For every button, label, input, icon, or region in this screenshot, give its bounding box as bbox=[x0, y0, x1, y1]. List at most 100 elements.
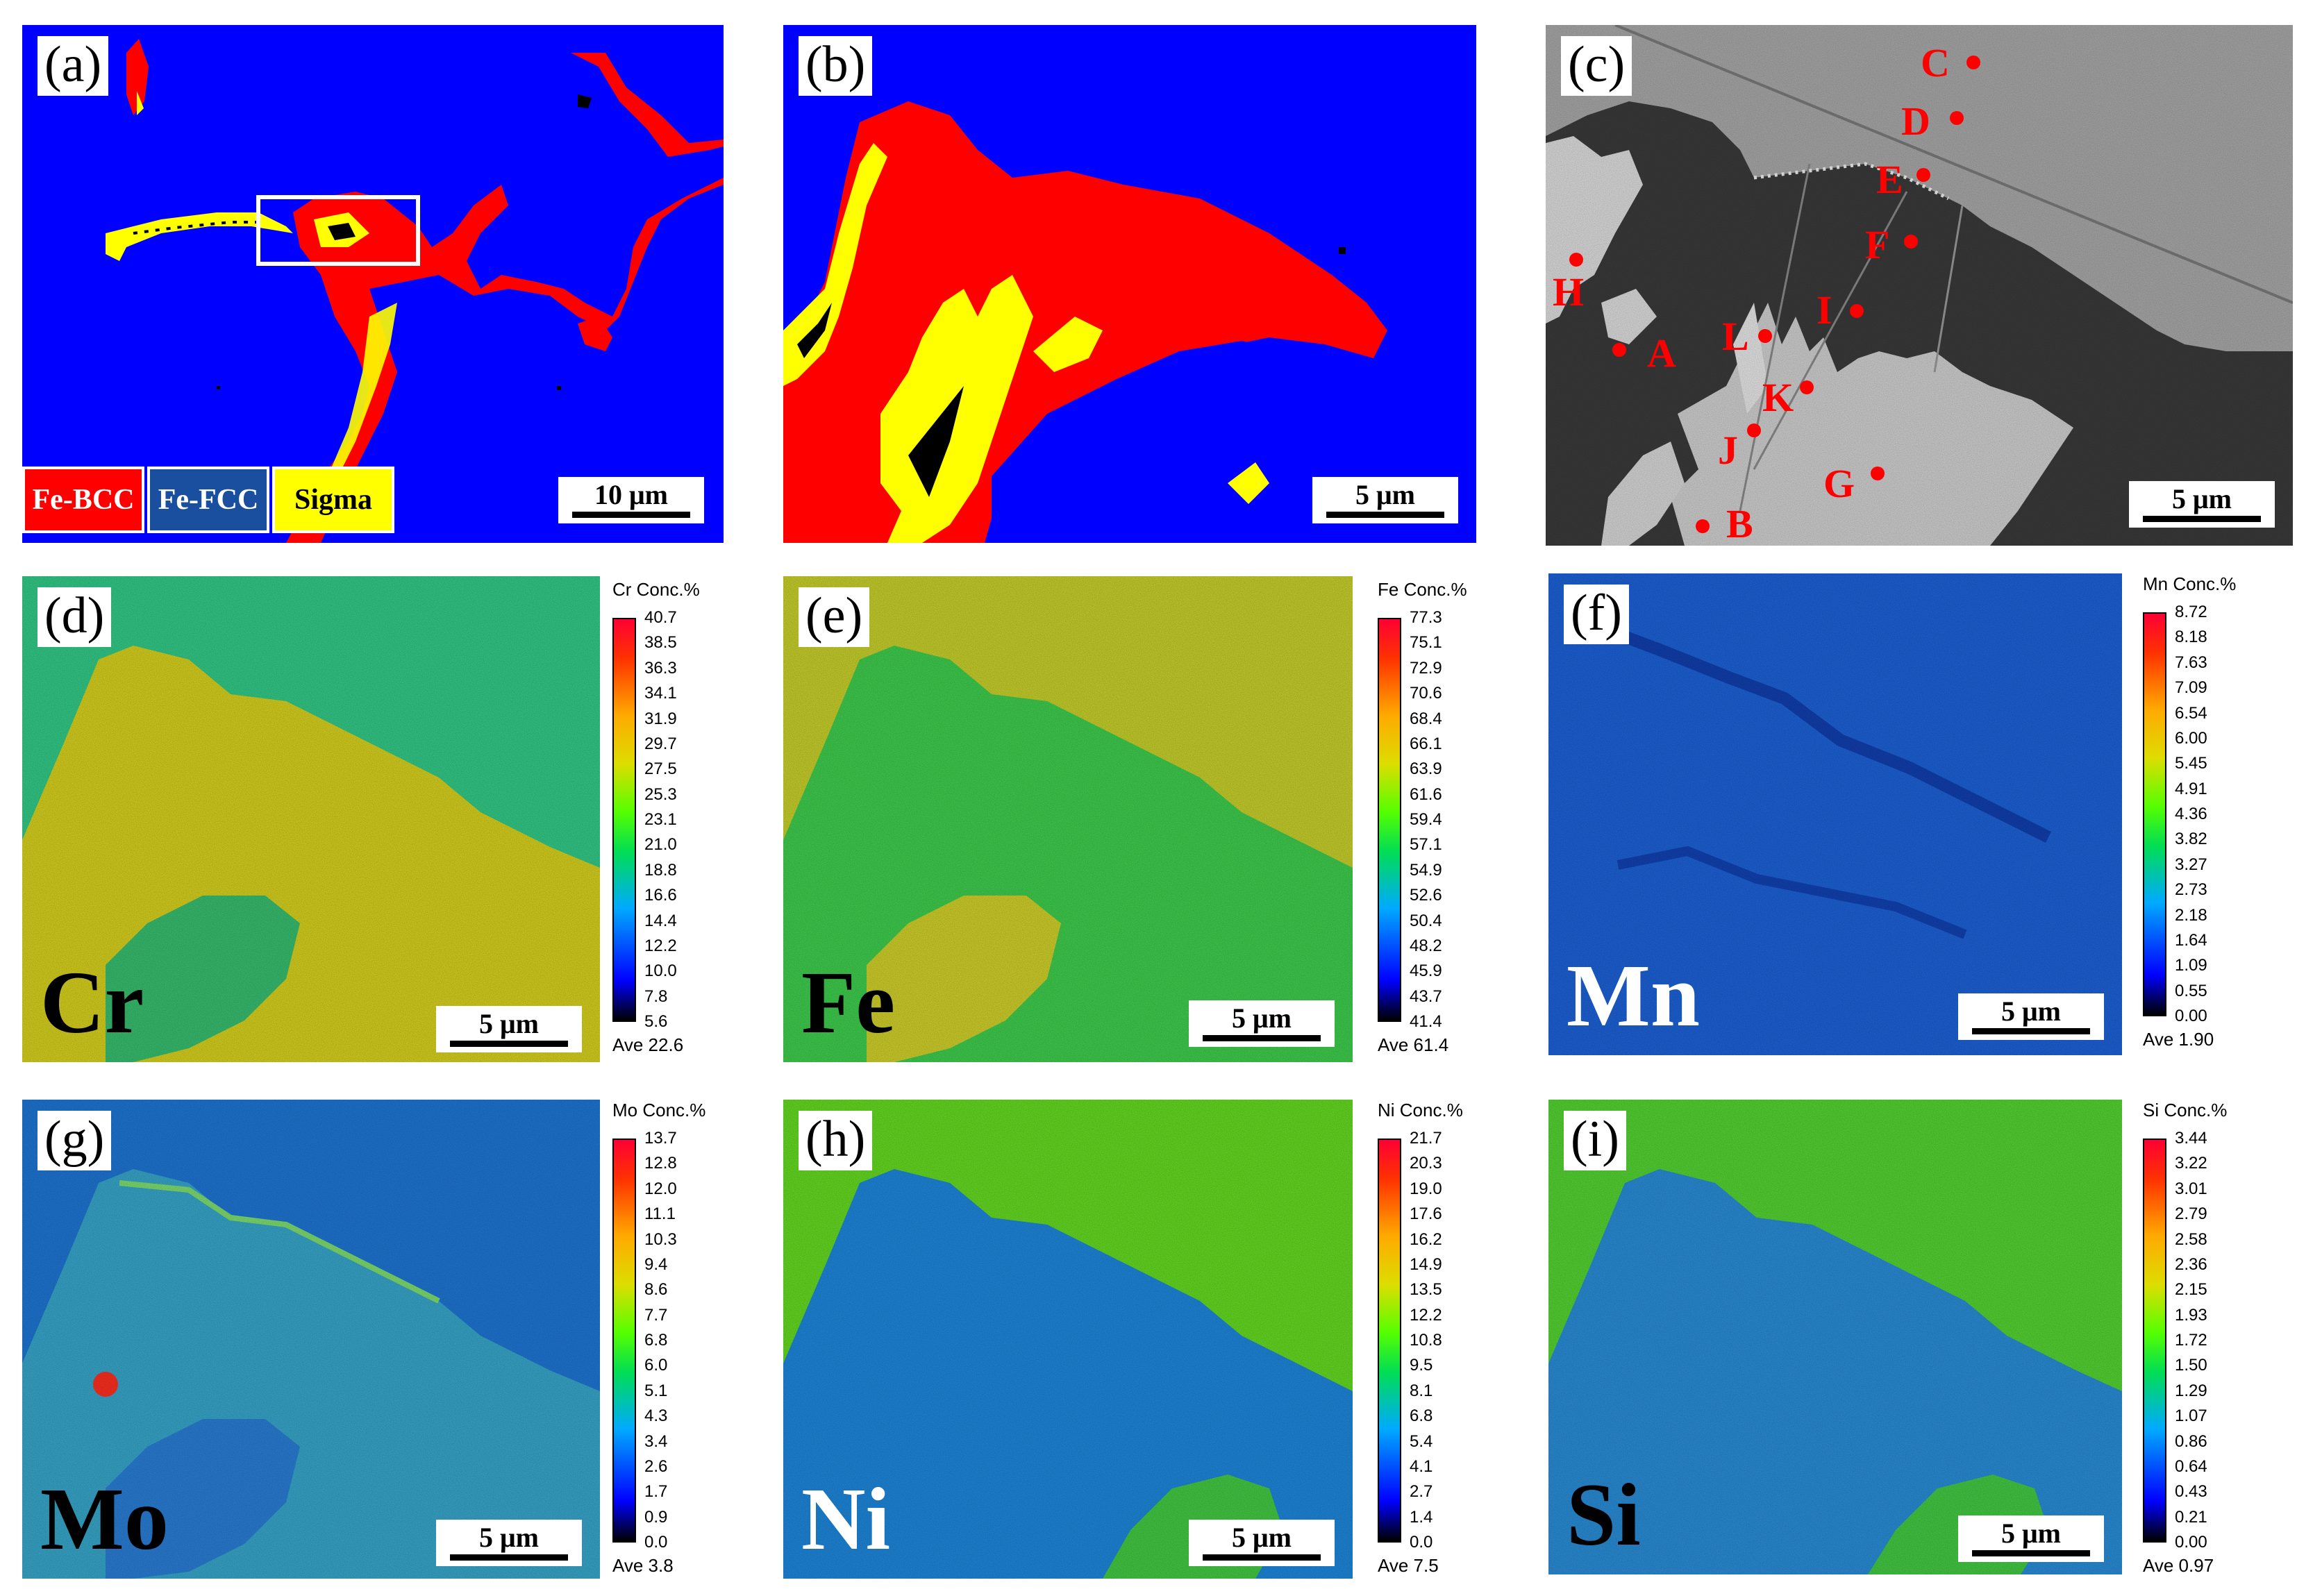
colorbar-tick-label: 9.4 bbox=[644, 1254, 668, 1274]
colorbar-tick-label: 45.9 bbox=[1410, 961, 1442, 981]
colorbar-tick-label: 7.7 bbox=[644, 1305, 668, 1325]
colorbar-title: Ni Conc.% bbox=[1378, 1100, 1463, 1120]
colorbar-tick-label: 34.1 bbox=[644, 684, 677, 703]
element-label: Fe bbox=[801, 953, 895, 1052]
scale-bar-text: 5 μm bbox=[2001, 996, 2061, 1027]
colorbar-tick-label: 6.8 bbox=[1410, 1406, 1433, 1426]
panel-d-cr-map: (d) Cr 5 μm bbox=[22, 576, 600, 1062]
colorbar-tick-label: 2.7 bbox=[1410, 1482, 1433, 1502]
colorbar-tick-label: 1.93 bbox=[2175, 1305, 2207, 1325]
colorbar-tick-label: 0.86 bbox=[2175, 1431, 2207, 1451]
point-marker bbox=[1758, 329, 1772, 343]
panel-a-label: (a) bbox=[37, 36, 109, 96]
point-label-j: J bbox=[1718, 428, 1738, 473]
scale-bar-text: 5 μm bbox=[479, 1522, 539, 1553]
colorbar-tick-label: 77.3 bbox=[1410, 608, 1442, 627]
eds-map-image bbox=[783, 576, 1353, 1062]
colorbar-tick-label: 2.73 bbox=[2175, 880, 2207, 900]
colorbar-tick-label: 3.4 bbox=[644, 1431, 668, 1451]
colorbar-tick-label: 8.1 bbox=[1410, 1381, 1433, 1400]
colorbar-tick-label: 8.72 bbox=[2175, 603, 2207, 621]
point-label-k: K bbox=[1762, 375, 1794, 420]
colorbar-tick-label: 1.09 bbox=[2175, 956, 2207, 975]
scale-bar: 5 μm bbox=[2129, 481, 2275, 528]
colorbar-ticks: 3.44 3.22 3.01 2.79 2.58 2.36 2.15 1.93 1.72 1.50… bbox=[2175, 1130, 2244, 1551]
panel-d-label: (d) bbox=[37, 587, 112, 647]
panel-c-label: (c) bbox=[1561, 36, 1632, 96]
scale-bar: 5 μm bbox=[1189, 1000, 1335, 1047]
colorbar-tick-label: 10.3 bbox=[644, 1229, 677, 1249]
colorbar-tick-label: 68.4 bbox=[1410, 709, 1442, 728]
colorbar-tick-label: 38.5 bbox=[644, 633, 677, 653]
colorbar-tick-label: 1.07 bbox=[2175, 1406, 2207, 1426]
colorbar-tick-label: 61.6 bbox=[1410, 784, 1442, 804]
colorbar-tick-label: 8.18 bbox=[2175, 628, 2207, 647]
panel-f-label: (f) bbox=[1564, 585, 1629, 644]
scale-bar: 5 μm bbox=[1958, 1515, 2104, 1562]
colorbar-tick-label: 4.91 bbox=[2175, 779, 2207, 798]
point-label-a: A bbox=[1647, 330, 1676, 376]
colorbar-tick-label: 21.7 bbox=[1410, 1129, 1442, 1148]
element-label: Ni bbox=[801, 1470, 890, 1568]
colorbar-tick-label: 25.3 bbox=[644, 784, 677, 804]
scale-bar: 5 μm bbox=[436, 1006, 582, 1052]
colorbar-tick-label: 3.82 bbox=[2175, 830, 2207, 849]
colorbar-tick-label: 2.58 bbox=[2175, 1229, 2207, 1249]
colorbar-gradient bbox=[2143, 612, 2166, 1016]
colorbar-tick-label: 1.29 bbox=[2175, 1381, 2207, 1400]
scale-bar-text: 5 μm bbox=[1232, 1522, 1292, 1553]
point-marker bbox=[1800, 380, 1814, 394]
colorbar-ticks: 21.7 20.3 19.0 17.6 16.2 14.9 13.5 12.2 10.8 9.5 8… bbox=[1410, 1130, 1479, 1551]
colorbar-average: Ave 22.6 bbox=[612, 1034, 684, 1055]
colorbar-ticks: 40.7 38.5 36.3 34.1 31.9 29.7 27.5 25.3 23.1 21.0… bbox=[644, 610, 714, 1030]
eds-map-image bbox=[22, 1100, 600, 1579]
colorbar-tick-label: 16.2 bbox=[1410, 1229, 1442, 1249]
colorbar-tick-label: 6.8 bbox=[644, 1331, 668, 1350]
colorbar-ticks: 77.3 75.1 72.9 70.6 68.4 66.1 63.9 61.6 59.4 57.1… bbox=[1410, 610, 1479, 1030]
colorbar-fe: Fe Conc.% 77.3 75.1 72.9 70.6 68.4 66.1 63.9 61… bbox=[1378, 579, 1503, 1065]
colorbar-tick-label: 1.72 bbox=[2175, 1331, 2207, 1350]
colorbar-tick-label: 16.6 bbox=[644, 886, 677, 905]
element-label: Si bbox=[1567, 1465, 1641, 1564]
legend-sigma: Sigma bbox=[272, 467, 394, 533]
point-label-l: L bbox=[1722, 314, 1749, 359]
colorbar-tick-label: 2.79 bbox=[2175, 1204, 2207, 1224]
scale-bar: 5 μm bbox=[1958, 993, 2104, 1040]
colorbar-tick-label: 10.0 bbox=[644, 961, 677, 981]
colorbar-average: Ave 0.97 bbox=[2143, 1555, 2214, 1576]
panel-i-si-map: (i) Si 5 μm bbox=[1548, 1100, 2122, 1574]
eds-map-image bbox=[783, 1100, 1353, 1579]
colorbar-tick-label: 29.7 bbox=[644, 734, 677, 753]
colorbar-tick-label: 57.1 bbox=[1410, 835, 1442, 855]
colorbar-tick-label: 3.22 bbox=[2175, 1154, 2207, 1173]
phase-map-image bbox=[22, 25, 724, 543]
colorbar-tick-label: 9.5 bbox=[1410, 1356, 1433, 1375]
colorbar-tick-label: 66.1 bbox=[1410, 734, 1442, 753]
colorbar-tick-label: 0.0 bbox=[1410, 1533, 1433, 1552]
point-label-c: C bbox=[1921, 40, 1950, 85]
colorbar-tick-label: 1.4 bbox=[1410, 1507, 1433, 1527]
colorbar-tick-label: 63.9 bbox=[1410, 759, 1442, 779]
point-label-g: G bbox=[1823, 461, 1855, 506]
colorbar-tick-label: 12.8 bbox=[644, 1154, 677, 1173]
legend-fe-fcc-text: Fe-FCC bbox=[158, 484, 259, 516]
colorbar-tick-label: 2.36 bbox=[2175, 1254, 2207, 1274]
scale-bar-text: 10 μm bbox=[594, 479, 668, 510]
colorbar-tick-label: 12.2 bbox=[1410, 1305, 1442, 1325]
panel-f-mn-map: (f) Mn 5 μm bbox=[1548, 573, 2122, 1055]
colorbar-tick-label: 7.63 bbox=[2175, 653, 2207, 672]
panel-i-label: (i) bbox=[1564, 1111, 1626, 1170]
colorbar-tick-label: 19.0 bbox=[1410, 1179, 1442, 1198]
colorbar-tick-label: 0.0 bbox=[644, 1533, 668, 1552]
colorbar-gradient bbox=[612, 1139, 636, 1543]
legend-fe-bcc-text: Fe-BCC bbox=[32, 484, 135, 516]
scale-bar-text: 5 μm bbox=[2172, 483, 2232, 514]
colorbar-tick-label: 5.4 bbox=[1410, 1431, 1433, 1451]
scale-bar-text: 5 μm bbox=[1355, 479, 1415, 510]
colorbar-title: Mo Conc.% bbox=[612, 1100, 706, 1120]
colorbar-tick-label: 14.4 bbox=[644, 911, 677, 930]
colorbar-tick-label: 54.9 bbox=[1410, 860, 1442, 880]
colorbar-gradient bbox=[612, 618, 636, 1022]
eds-map-image bbox=[22, 576, 600, 1062]
sem-image bbox=[1546, 25, 2293, 546]
